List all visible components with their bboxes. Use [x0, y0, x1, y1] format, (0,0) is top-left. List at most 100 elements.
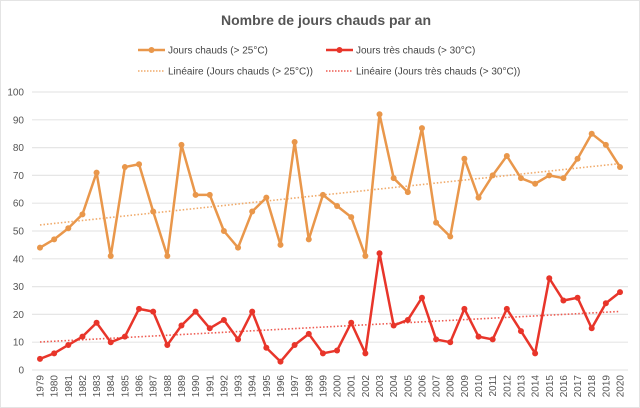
data-point [588, 130, 595, 137]
x-tick-label: 2014 [531, 375, 542, 398]
data-point [546, 275, 553, 282]
data-point [617, 289, 623, 296]
x-tick-label: 2000 [333, 375, 344, 398]
data-point [65, 225, 72, 232]
y-tick-label: 0 [18, 366, 24, 377]
data-point [404, 316, 411, 323]
data-point [136, 305, 143, 312]
x-tick-label: 1979 [36, 375, 47, 398]
x-tick-label: 1993 [234, 375, 245, 398]
data-point [65, 341, 72, 348]
data-point [235, 336, 242, 343]
data-point [79, 211, 86, 218]
x-tick-label: 2006 [417, 375, 428, 398]
data-point [51, 350, 58, 357]
x-tick-label: 1990 [191, 375, 202, 398]
x-tick-label: 2003 [375, 375, 386, 398]
y-tick-label: 80 [13, 143, 25, 154]
data-point [390, 322, 397, 329]
x-tick-label: 2016 [559, 375, 570, 398]
data-point [150, 208, 157, 215]
data-point [404, 189, 411, 196]
data-point [79, 333, 86, 340]
data-point [206, 191, 213, 198]
data-point [235, 244, 242, 251]
x-tick-label: 1995 [262, 375, 273, 398]
data-point [447, 233, 454, 240]
data-point [249, 308, 256, 315]
chart-title: Nombre de jours chauds par an [221, 12, 431, 28]
data-point [390, 175, 397, 182]
x-tick-label: 1988 [163, 375, 174, 398]
legend-label: Jours chauds (> 25°C) [168, 46, 268, 57]
x-tick-label: 2020 [616, 375, 627, 398]
data-point [291, 341, 298, 348]
data-point [588, 325, 595, 332]
x-tick-label: 2015 [545, 375, 556, 398]
x-tick-label: 2010 [474, 375, 485, 398]
data-point [447, 339, 454, 346]
data-point [602, 141, 609, 148]
y-tick-label: 20 [13, 310, 25, 321]
data-point [334, 347, 341, 354]
legend-item: Linéaire (Jours très chauds (> 30°C)) [326, 67, 520, 78]
x-tick-label: 1992 [219, 375, 230, 398]
data-point [150, 308, 157, 315]
data-point [489, 172, 496, 179]
data-point [164, 341, 171, 348]
data-point [348, 319, 355, 326]
gridlines [32, 91, 628, 371]
x-tick-label: 2012 [502, 375, 513, 398]
data-point [192, 308, 199, 315]
legend-label: Linéaire (Jours chauds (> 25°C)) [168, 67, 313, 78]
data-point [178, 141, 185, 148]
data-point [546, 172, 553, 179]
data-point [164, 253, 171, 260]
data-point [362, 253, 369, 260]
x-tick-label: 1987 [149, 375, 160, 398]
data-point [461, 155, 468, 162]
data-point [319, 350, 326, 357]
data-point [178, 322, 185, 329]
x-tick-label: 1998 [304, 375, 315, 398]
data-point [433, 219, 440, 226]
data-point [560, 297, 567, 304]
data-point [602, 300, 609, 307]
data-point [93, 319, 100, 326]
data-point [263, 344, 270, 351]
data-point [206, 325, 213, 332]
data-point [277, 358, 284, 365]
data-point [263, 194, 270, 201]
data-point [475, 333, 482, 340]
data-point [503, 152, 510, 159]
data-point [220, 228, 227, 234]
data-point [503, 305, 510, 312]
x-tick-label: 1994 [248, 375, 259, 398]
legend-item: Jours très chauds (> 30°C) [326, 46, 475, 57]
data-point [107, 253, 114, 260]
legend-marker [148, 47, 155, 53]
x-tick-label: 1986 [135, 375, 146, 398]
data-point [277, 241, 284, 248]
data-point [617, 164, 623, 171]
y-tick-label: 90 [13, 115, 25, 126]
y-axis: 0 10 20 30 40 50 60 70 80 90 100 [7, 88, 24, 377]
data-point [37, 355, 43, 362]
data-point [249, 208, 256, 215]
data-point [51, 236, 58, 243]
x-axis: 1979 1980 1981 1982 1983 1984 1985 1986 1987 1988… [36, 375, 627, 398]
x-tick-label: 2018 [587, 375, 598, 398]
data-point [376, 111, 383, 118]
trendline [39, 310, 621, 343]
data-point [376, 250, 383, 257]
data-point [220, 316, 227, 323]
data-point [574, 294, 581, 301]
data-point [560, 175, 567, 182]
x-tick-label: 2007 [432, 375, 443, 398]
y-tick-label: 40 [13, 254, 25, 265]
data-point [121, 333, 128, 340]
trendline [39, 162, 621, 226]
x-tick-label: 1997 [290, 375, 301, 398]
data-point [348, 214, 355, 221]
